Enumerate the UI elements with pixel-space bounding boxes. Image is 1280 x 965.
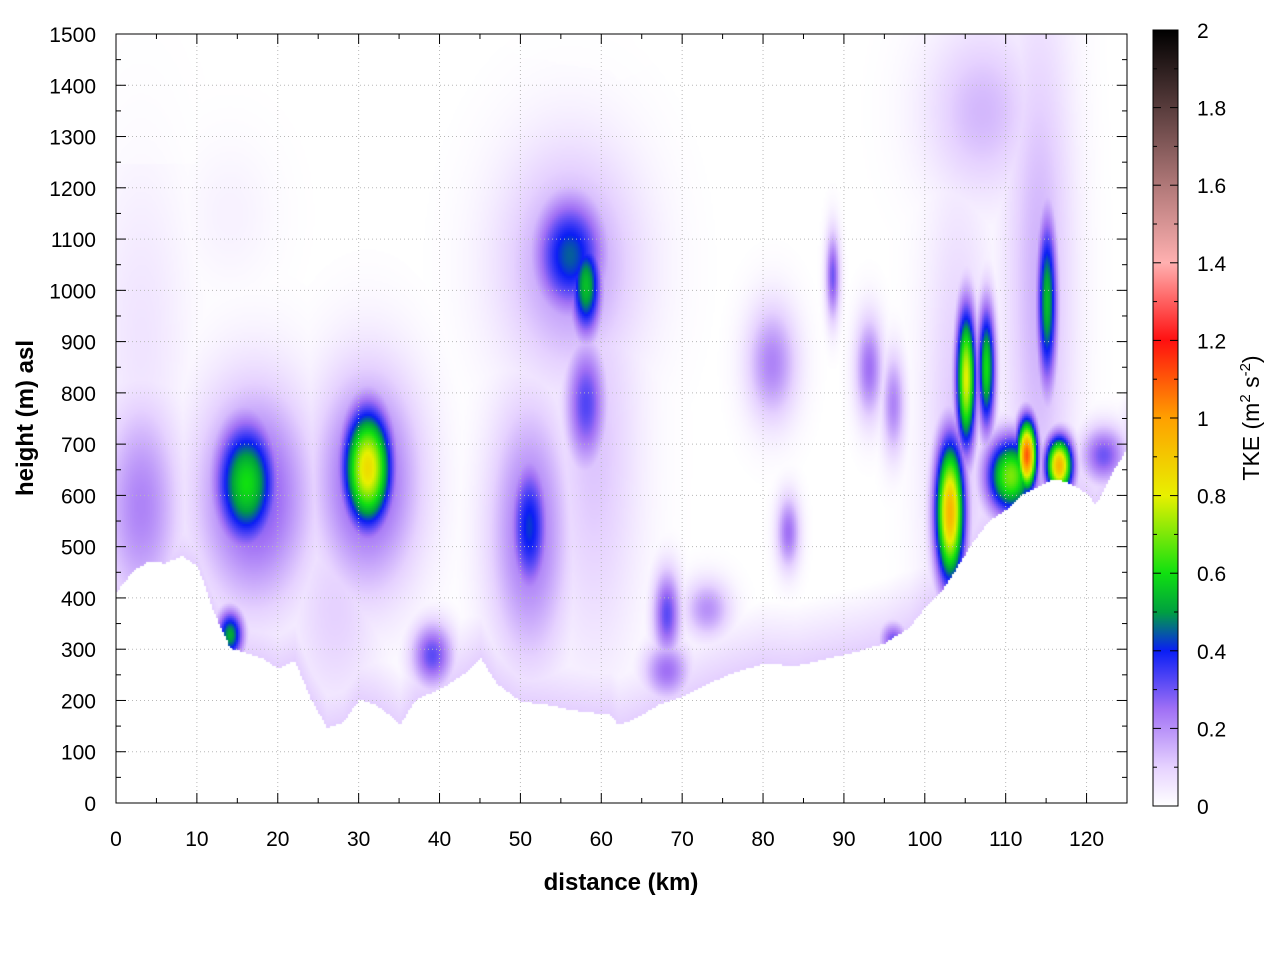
- grid-layer: [116, 34, 1127, 803]
- x-tick-label: 120: [1069, 828, 1104, 851]
- y-tick-label: 400: [61, 588, 96, 611]
- x-tick-label: 100: [907, 828, 942, 851]
- y-axis-label: height (m) asl: [12, 340, 39, 496]
- x-tick-label: 30: [347, 828, 370, 851]
- colorbar-tick-label: 1.4: [1197, 253, 1227, 276]
- y-tick-label: 1100: [51, 229, 96, 252]
- x-tick-label: 0: [110, 828, 122, 851]
- y-tick-label: 100: [61, 742, 96, 765]
- heatmap-layer: [116, 34, 1127, 803]
- colorbar-tick-label: 0: [1197, 796, 1209, 819]
- x-axis-label: distance (km): [544, 869, 699, 896]
- y-tick-label: 300: [61, 639, 96, 662]
- colorbar-tick-label: 0.4: [1197, 641, 1227, 664]
- colorbar-tick-label: 1.8: [1197, 98, 1226, 121]
- colorbar-layer: 0 0.2 0.4 0.6 0.8 1 1.2 1.4 1.6 1.8 2: [1152, 20, 1227, 819]
- y-tick-label: 500: [61, 537, 96, 560]
- x-tick-label: 90: [832, 828, 855, 851]
- colorbar-label-sup-2: -2: [1237, 363, 1254, 376]
- x-tick-label: 60: [590, 828, 613, 851]
- y-tick-label: 600: [61, 485, 96, 508]
- colorbar-tick-label: 1: [1197, 408, 1209, 431]
- colorbar-tick-label: 0.6: [1197, 563, 1226, 586]
- y-tick-label: 900: [61, 332, 96, 355]
- y-tick-label: 1200: [49, 178, 96, 201]
- y-tick-label: 200: [61, 690, 96, 713]
- y-tick-label: 0: [84, 793, 96, 816]
- colorbar-tick-label: 1.6: [1197, 175, 1226, 198]
- x-tick-label: 40: [428, 828, 451, 851]
- y-tick-label: 800: [61, 383, 96, 406]
- y-tick-label: 1500: [49, 24, 96, 47]
- colorbar-label-sup-1: 2: [1237, 394, 1254, 402]
- colorbar-tick-label: 2: [1197, 20, 1209, 43]
- colorbar-tick-label: 0.2: [1197, 718, 1226, 741]
- x-tick-label: 70: [670, 828, 693, 851]
- colorbar-label-mid: s: [1238, 376, 1264, 394]
- x-tick-label: 110: [989, 828, 1022, 851]
- colorbar-tick-label: 1.2: [1197, 330, 1226, 353]
- colorbar-label-main: TKE (m: [1238, 403, 1264, 481]
- tke-field: [116, 34, 1127, 803]
- axes-layer: 0 10 20 30 40 50 60 70 80 90 100 110 120010020030040…: [49, 24, 1128, 851]
- x-tick-label: 80: [751, 828, 774, 851]
- y-tick-label: 1300: [49, 127, 96, 150]
- x-tick-label: 20: [266, 828, 289, 851]
- x-tick-label: 10: [185, 828, 208, 851]
- x-tick-label: 50: [509, 828, 532, 851]
- y-tick-label: 700: [61, 434, 96, 457]
- colorbar-label: TKE (m2 s-2): [1237, 355, 1264, 480]
- colorbar-label-end: ): [1238, 355, 1264, 363]
- y-tick-label: 1400: [49, 75, 96, 98]
- y-tick-label: 1000: [49, 280, 96, 303]
- colorbar-tick-label: 0.8: [1197, 486, 1226, 509]
